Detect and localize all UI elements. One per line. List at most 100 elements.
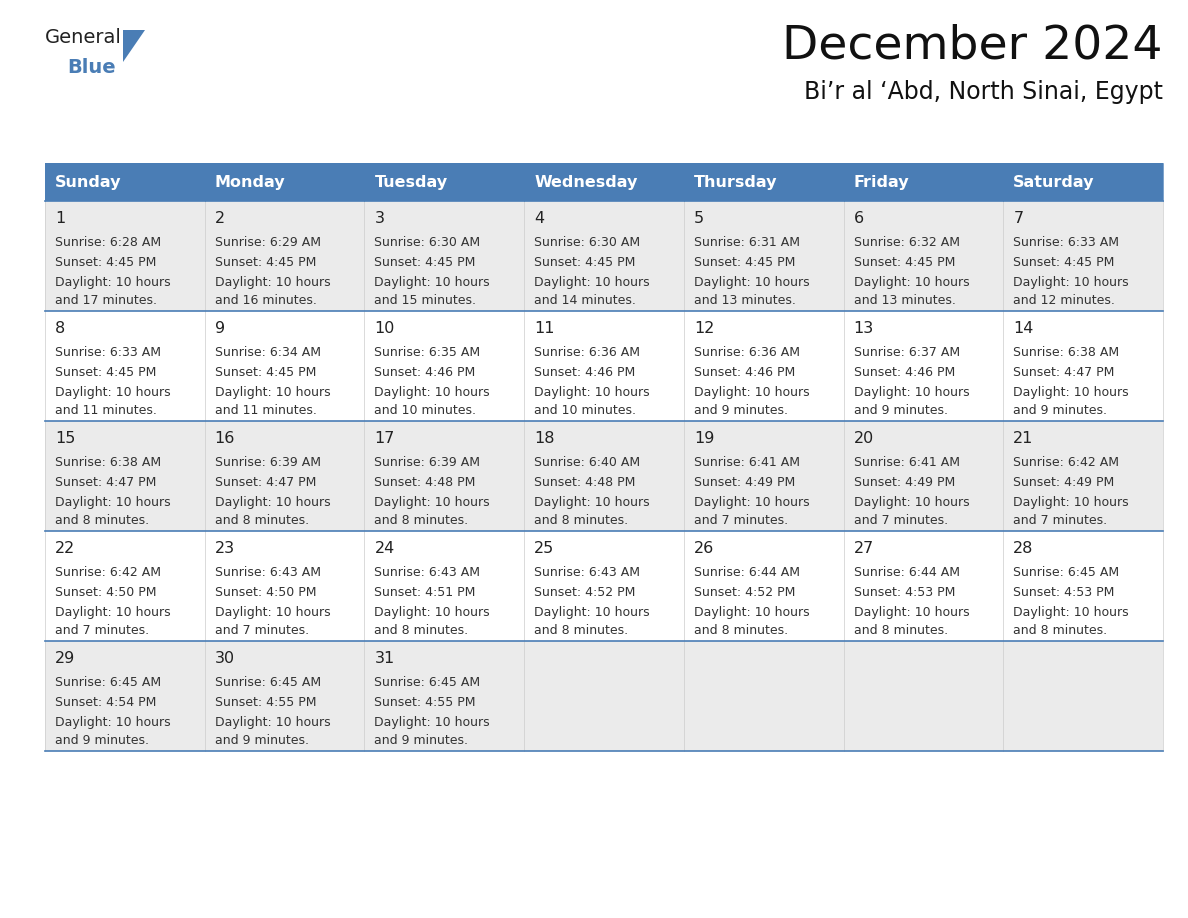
Bar (843, 201, 1004, 311)
Text: Daylight: 10 hours: Daylight: 10 hours (535, 606, 650, 619)
Text: Sunset: 4:54 PM: Sunset: 4:54 PM (55, 696, 157, 709)
Text: Daylight: 10 hours: Daylight: 10 hours (374, 716, 491, 729)
Bar (684, 311, 843, 421)
Text: Sunrise: 6:28 AM: Sunrise: 6:28 AM (55, 236, 162, 249)
Text: Daylight: 10 hours: Daylight: 10 hours (55, 716, 171, 729)
Text: 19: 19 (694, 431, 714, 446)
Text: and 10 minutes.: and 10 minutes. (535, 404, 636, 417)
Text: and 9 minutes.: and 9 minutes. (853, 404, 948, 417)
Text: and 7 minutes.: and 7 minutes. (215, 624, 309, 637)
Bar (204, 163, 365, 201)
Text: Sunrise: 6:37 AM: Sunrise: 6:37 AM (853, 346, 960, 359)
Bar (684, 163, 843, 201)
Text: 17: 17 (374, 431, 394, 446)
Text: and 7 minutes.: and 7 minutes. (694, 514, 788, 527)
Text: Daylight: 10 hours: Daylight: 10 hours (694, 276, 809, 289)
Text: Sunset: 4:45 PM: Sunset: 4:45 PM (215, 256, 316, 269)
Text: Sunset: 4:47 PM: Sunset: 4:47 PM (55, 476, 157, 489)
Text: 12: 12 (694, 321, 714, 336)
Bar (843, 311, 1004, 421)
Text: and 8 minutes.: and 8 minutes. (215, 514, 309, 527)
Text: Daylight: 10 hours: Daylight: 10 hours (374, 276, 491, 289)
Bar (365, 641, 524, 751)
Bar (1004, 201, 1163, 311)
Text: Daylight: 10 hours: Daylight: 10 hours (1013, 276, 1129, 289)
Text: and 9 minutes.: and 9 minutes. (374, 734, 468, 747)
Text: Thursday: Thursday (694, 174, 777, 189)
Text: Daylight: 10 hours: Daylight: 10 hours (55, 496, 171, 509)
Bar (843, 641, 1004, 751)
Text: Sunset: 4:45 PM: Sunset: 4:45 PM (55, 256, 157, 269)
Text: Daylight: 10 hours: Daylight: 10 hours (55, 386, 171, 399)
Text: Sunrise: 6:45 AM: Sunrise: 6:45 AM (374, 676, 481, 689)
Text: and 15 minutes.: and 15 minutes. (374, 294, 476, 307)
Text: Sunset: 4:49 PM: Sunset: 4:49 PM (853, 476, 955, 489)
Bar (684, 421, 843, 531)
Text: Sunrise: 6:29 AM: Sunrise: 6:29 AM (215, 236, 321, 249)
Text: Sunrise: 6:45 AM: Sunrise: 6:45 AM (215, 676, 321, 689)
Text: 3: 3 (374, 211, 385, 226)
Text: Daylight: 10 hours: Daylight: 10 hours (853, 496, 969, 509)
Text: December 2024: December 2024 (783, 23, 1163, 68)
Text: 26: 26 (694, 541, 714, 556)
Text: Sunset: 4:45 PM: Sunset: 4:45 PM (853, 256, 955, 269)
Text: Sunset: 4:52 PM: Sunset: 4:52 PM (694, 586, 795, 599)
Text: 23: 23 (215, 541, 235, 556)
Text: Sunset: 4:52 PM: Sunset: 4:52 PM (535, 586, 636, 599)
Text: Sunset: 4:55 PM: Sunset: 4:55 PM (215, 696, 316, 709)
Text: 27: 27 (853, 541, 874, 556)
Text: 1: 1 (55, 211, 65, 226)
Text: 9: 9 (215, 321, 225, 336)
Text: Sunrise: 6:45 AM: Sunrise: 6:45 AM (55, 676, 162, 689)
Bar (1004, 311, 1163, 421)
Bar (204, 421, 365, 531)
Text: Sunset: 4:48 PM: Sunset: 4:48 PM (374, 476, 476, 489)
Bar (684, 531, 843, 641)
Bar (1004, 531, 1163, 641)
Text: Sunrise: 6:42 AM: Sunrise: 6:42 AM (1013, 456, 1119, 469)
Text: Daylight: 10 hours: Daylight: 10 hours (374, 496, 491, 509)
Text: Daylight: 10 hours: Daylight: 10 hours (1013, 496, 1129, 509)
Text: and 8 minutes.: and 8 minutes. (535, 624, 628, 637)
Text: and 7 minutes.: and 7 minutes. (55, 624, 150, 637)
Text: and 11 minutes.: and 11 minutes. (215, 404, 316, 417)
Bar (843, 163, 1004, 201)
Bar (45, 201, 204, 311)
Text: Monday: Monday (215, 174, 285, 189)
Text: and 8 minutes.: and 8 minutes. (535, 514, 628, 527)
Text: Bi’r al ‘Abd, North Sinai, Egypt: Bi’r al ‘Abd, North Sinai, Egypt (804, 80, 1163, 104)
Bar (524, 311, 684, 421)
Text: 11: 11 (535, 321, 555, 336)
Text: Sunset: 4:49 PM: Sunset: 4:49 PM (694, 476, 795, 489)
Text: Sunset: 4:49 PM: Sunset: 4:49 PM (1013, 476, 1114, 489)
Text: Sunrise: 6:44 AM: Sunrise: 6:44 AM (853, 566, 960, 579)
Text: 16: 16 (215, 431, 235, 446)
Text: Sunrise: 6:36 AM: Sunrise: 6:36 AM (535, 346, 640, 359)
Text: 20: 20 (853, 431, 874, 446)
Text: Sunrise: 6:38 AM: Sunrise: 6:38 AM (1013, 346, 1119, 359)
Text: 5: 5 (694, 211, 704, 226)
Bar (684, 201, 843, 311)
Text: 6: 6 (853, 211, 864, 226)
Bar (524, 421, 684, 531)
Text: Sunset: 4:45 PM: Sunset: 4:45 PM (374, 256, 476, 269)
Text: and 8 minutes.: and 8 minutes. (694, 624, 788, 637)
Text: 10: 10 (374, 321, 394, 336)
Bar (204, 531, 365, 641)
Text: Daylight: 10 hours: Daylight: 10 hours (694, 606, 809, 619)
Text: and 9 minutes.: and 9 minutes. (215, 734, 309, 747)
Text: Sunset: 4:47 PM: Sunset: 4:47 PM (1013, 366, 1114, 379)
Bar (45, 531, 204, 641)
Text: Daylight: 10 hours: Daylight: 10 hours (853, 606, 969, 619)
Text: and 13 minutes.: and 13 minutes. (853, 294, 955, 307)
Text: Daylight: 10 hours: Daylight: 10 hours (853, 386, 969, 399)
Text: 24: 24 (374, 541, 394, 556)
Text: and 9 minutes.: and 9 minutes. (694, 404, 788, 417)
Text: Sunrise: 6:38 AM: Sunrise: 6:38 AM (55, 456, 162, 469)
Text: Sunrise: 6:36 AM: Sunrise: 6:36 AM (694, 346, 800, 359)
Polygon shape (124, 30, 145, 62)
Bar (45, 641, 204, 751)
Text: and 11 minutes.: and 11 minutes. (55, 404, 157, 417)
Bar (524, 163, 684, 201)
Text: Sunrise: 6:34 AM: Sunrise: 6:34 AM (215, 346, 321, 359)
